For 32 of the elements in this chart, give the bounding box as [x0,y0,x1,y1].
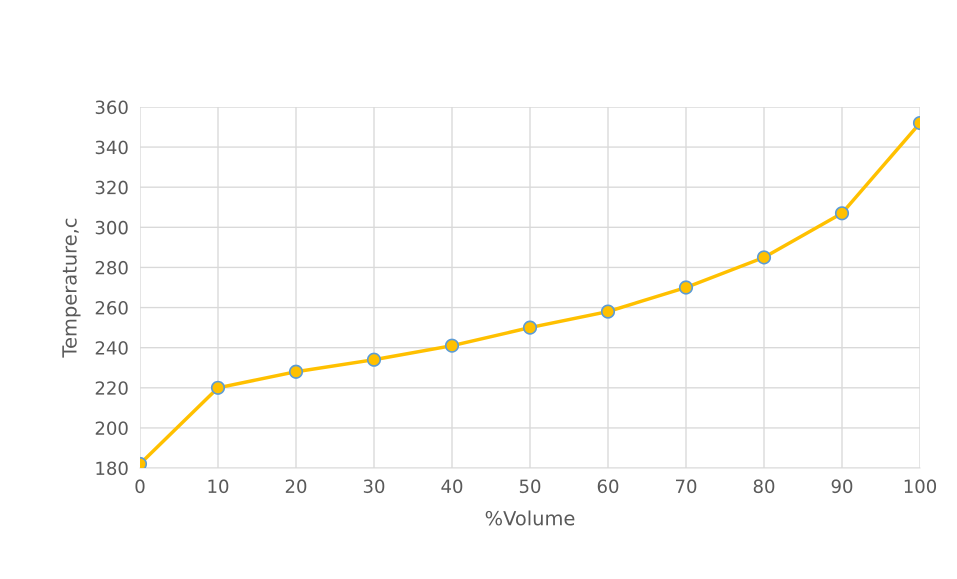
point [522,320,538,335]
point [678,280,694,295]
point [834,206,850,220]
y-tick-label: 280 [96,260,128,275]
point [444,338,460,353]
y-tick-label: 260 [96,301,128,315]
x-tick-label: 100 [904,479,936,494]
x-tick-label: 50 [520,479,540,494]
x-tick-label: 70 [676,479,696,494]
x-tick-label: 80 [754,479,774,494]
x-tick-label: 20 [286,479,306,494]
y-tick-label: 240 [96,341,128,355]
y-tick-label: 360 [96,100,128,114]
y-tick-label: 300 [96,220,128,234]
y-tick-label: 320 [96,180,128,194]
y-tick-label: 200 [96,421,128,436]
point [210,380,226,395]
point [288,364,304,379]
y-tick-label: 220 [96,381,128,395]
point [600,304,616,319]
x-tick-label: 30 [364,479,384,494]
y-tick-label: 340 [96,140,128,154]
point [366,352,382,367]
x-axis-title: %Volume [486,510,574,526]
x-tick-label: 0 [135,479,145,494]
x-tick-label: 10 [208,479,228,494]
x-tick-label: 90 [832,479,852,494]
y-tick-label: 180 [96,461,128,476]
y-axis-title: Temperature,c [62,218,81,358]
point [756,250,772,264]
x-tick-label: 60 [598,479,618,494]
x-tick-label: 40 [441,479,462,494]
